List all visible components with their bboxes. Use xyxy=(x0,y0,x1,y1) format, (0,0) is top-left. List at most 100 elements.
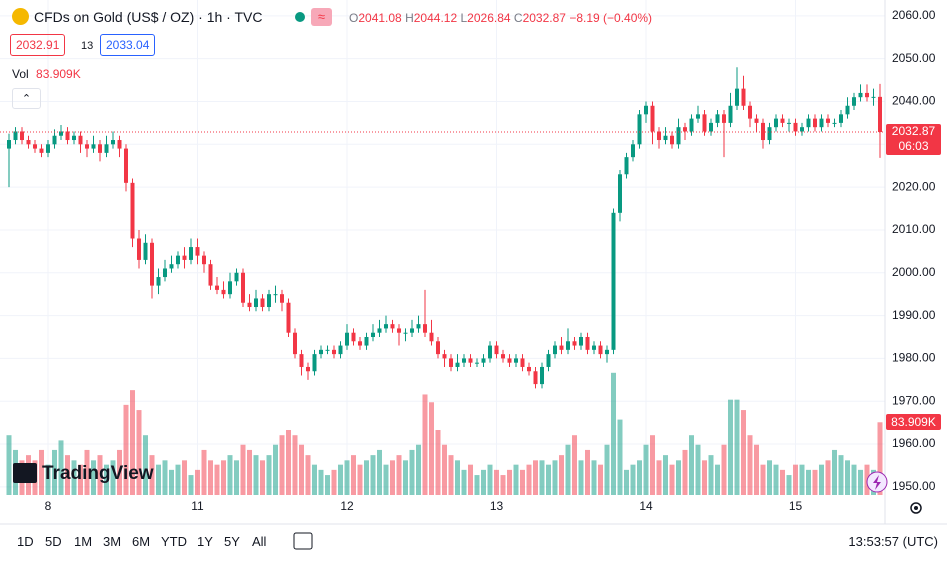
ask[interactable]: 2033.04 xyxy=(100,34,156,56)
volume-bar xyxy=(312,464,317,495)
y-tick-label: 2000.00 xyxy=(892,265,936,279)
volume-bar xyxy=(162,460,168,495)
candle-body xyxy=(579,336,583,346)
x-tick-label: 11 xyxy=(191,499,204,513)
candle-body xyxy=(559,345,564,350)
candle-body xyxy=(663,135,668,141)
collapse-button[interactable]: ⌃ xyxy=(12,88,41,109)
volume-bar xyxy=(819,464,824,495)
volume-bar xyxy=(344,460,350,495)
volume-bar xyxy=(559,455,564,495)
volume-bar xyxy=(273,444,278,495)
candle-body xyxy=(182,255,187,260)
x-tick-label: 14 xyxy=(639,499,653,513)
candle-body xyxy=(202,255,206,265)
volume-legend: Vol 83.909K xyxy=(12,67,81,81)
volume-bar xyxy=(572,435,577,495)
volume-bar xyxy=(39,449,44,495)
candle-body xyxy=(813,118,817,128)
candle-body xyxy=(351,332,356,342)
volume-bar xyxy=(877,422,883,495)
o-label: O xyxy=(349,11,359,25)
symbol-title: CFDs on Gold (US$ / OZ) · 1h · TVC xyxy=(34,9,263,25)
range-button[interactable]: 1Y xyxy=(197,534,213,549)
volume-bar xyxy=(370,455,376,495)
ohlc: O2041.08 H2044.12 L2026.84 C2032.87 −8.1… xyxy=(349,11,652,25)
candle-body xyxy=(104,144,109,153)
volume-bar xyxy=(630,464,636,495)
volume-bar xyxy=(52,449,57,495)
candle-body xyxy=(33,144,37,149)
range-button[interactable]: 1M xyxy=(74,534,93,549)
range-button[interactable]: All xyxy=(252,534,267,549)
candle-body xyxy=(670,135,674,145)
volume-bar xyxy=(487,464,493,495)
x-tick-label: 15 xyxy=(789,499,803,513)
candle-body xyxy=(377,328,382,333)
volume-bar xyxy=(468,464,473,495)
candle-body xyxy=(156,277,161,286)
volume-bar xyxy=(500,475,506,495)
candle-body xyxy=(793,122,798,132)
bid[interactable]: 2032.91 xyxy=(10,34,66,56)
candle-body xyxy=(761,122,765,141)
volume-bar xyxy=(611,372,616,495)
volume-bar xyxy=(754,444,759,495)
candle-body xyxy=(449,358,453,367)
range-button[interactable]: YTD xyxy=(161,534,187,549)
volume-bar xyxy=(793,464,798,495)
candle-body xyxy=(286,302,291,333)
candle-body xyxy=(345,332,349,346)
candle-body xyxy=(85,144,89,149)
o-value: 2041.08 xyxy=(358,11,402,25)
volume-bar xyxy=(396,455,402,495)
volume-bar xyxy=(6,435,12,495)
candle-body xyxy=(819,118,824,128)
candle-body xyxy=(410,328,414,333)
candle-body xyxy=(832,122,837,124)
volume-bar xyxy=(806,469,811,495)
settings-button[interactable] xyxy=(910,502,922,514)
candle-body xyxy=(689,118,694,132)
candle-body xyxy=(514,358,518,363)
candle-body xyxy=(592,345,596,350)
date-range-icon[interactable] xyxy=(293,532,313,550)
volume-bar xyxy=(656,460,662,495)
volume-bar xyxy=(676,460,681,495)
volume-bar xyxy=(858,469,863,495)
volume-bar xyxy=(338,464,343,495)
change: −8.19 (−0.40%) xyxy=(569,11,653,25)
volume-bar xyxy=(767,460,772,495)
volume-bar xyxy=(403,460,408,495)
badge[interactable]: ≈ xyxy=(311,8,332,26)
candle-body xyxy=(709,122,713,132)
candle-body xyxy=(806,118,811,128)
volume-bar xyxy=(149,455,155,495)
candle-body xyxy=(865,92,869,98)
range-button[interactable]: 3M xyxy=(103,534,122,549)
range-button[interactable]: 5D xyxy=(45,534,62,549)
candle-body xyxy=(585,336,590,350)
candle-body xyxy=(91,144,96,149)
range-button[interactable]: 1D xyxy=(17,534,34,549)
volume-bar xyxy=(58,440,64,495)
volume-bar xyxy=(110,460,116,495)
volume-bar xyxy=(188,475,194,495)
volume-bar xyxy=(234,460,239,495)
volume-bar xyxy=(533,460,538,495)
range-button[interactable]: 5Y xyxy=(224,534,240,549)
candle-body xyxy=(371,332,375,337)
y-tick-label: 2040.00 xyxy=(892,94,936,108)
volume-bar xyxy=(494,469,499,495)
y-tick-label: 2050.00 xyxy=(892,51,936,65)
candle-body xyxy=(228,281,232,295)
candle-body xyxy=(624,157,629,175)
range-button[interactable]: 6M xyxy=(132,534,151,549)
candle-body xyxy=(65,131,70,141)
volume-bar xyxy=(461,469,467,495)
spread: 13 xyxy=(81,40,94,52)
volume-bar xyxy=(422,394,428,495)
volume-bar xyxy=(650,435,655,495)
candle-body xyxy=(839,114,843,123)
candle-body xyxy=(130,182,135,239)
